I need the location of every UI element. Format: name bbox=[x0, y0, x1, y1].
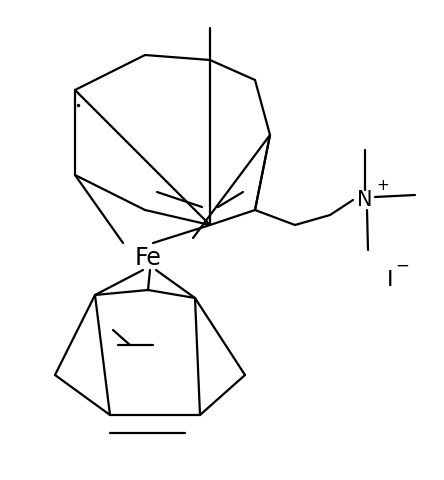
Text: Fe: Fe bbox=[135, 246, 162, 270]
Text: N: N bbox=[357, 190, 373, 210]
Text: −: − bbox=[395, 257, 409, 275]
Text: I: I bbox=[387, 270, 393, 290]
Text: +: + bbox=[377, 179, 389, 193]
